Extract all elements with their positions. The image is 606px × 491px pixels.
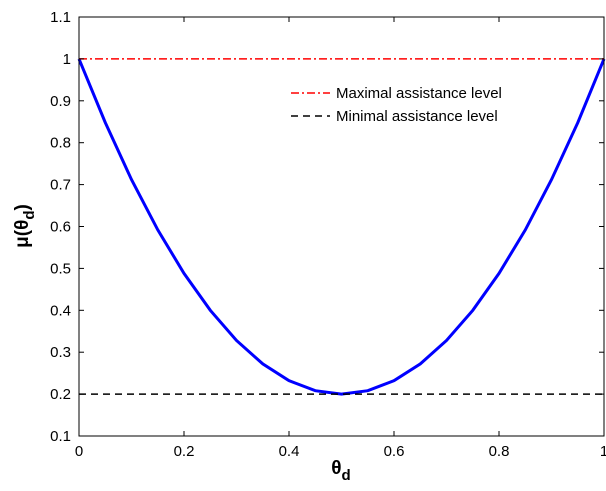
legend: Maximal assistance level Minimal assistan… — [291, 85, 502, 125]
legend-label-0: Maximal assistance level — [336, 85, 502, 102]
x-axis-label-main: θ — [331, 458, 341, 479]
x-tick-label: 0.6 — [384, 443, 405, 460]
x-tick-label: 0 — [75, 443, 83, 460]
y-axis-label: μ(θd) — [12, 204, 38, 248]
y-tick-label: 0.7 — [50, 177, 71, 194]
y-axis-label-sub: d — [21, 210, 38, 219]
x-tick-label: 0.2 — [174, 443, 195, 460]
y-tick-label: 1 — [63, 51, 71, 68]
x-ticks: 0 0.2 0.4 0.6 0.8 1 — [75, 17, 606, 460]
x-axis-label-sub: d — [342, 467, 351, 484]
y-ticks: 0.1 0.2 0.3 0.4 0.5 0.6 0.7 0.8 0.9 1 1.1 — [50, 9, 604, 445]
x-tick-label: 0.8 — [489, 443, 510, 460]
y-tick-label: 0.2 — [50, 386, 71, 403]
x-tick-label: 1 — [600, 443, 606, 460]
plot-background — [79, 17, 604, 436]
x-axis-label: θd — [331, 458, 350, 484]
x-tick-label: 0.4 — [279, 443, 300, 460]
y-tick-label: 0.8 — [50, 135, 71, 152]
y-axis-label-suffix: ) — [12, 204, 33, 210]
series-layer — [77, 58, 606, 396]
y-tick-label: 1.1 — [50, 9, 71, 26]
y-tick-label: 0.5 — [50, 260, 71, 277]
y-tick-label: 0.9 — [50, 93, 71, 110]
legend-label-1: Minimal assistance level — [336, 108, 498, 125]
y-tick-label: 0.3 — [50, 344, 71, 361]
y-tick-label: 0.4 — [50, 302, 71, 319]
series-line-0 — [77, 58, 606, 396]
y-tick-label: 0.6 — [50, 219, 71, 236]
y-tick-label: 0.1 — [50, 428, 71, 445]
y-axis-label-prefix: μ(θ — [12, 220, 33, 248]
